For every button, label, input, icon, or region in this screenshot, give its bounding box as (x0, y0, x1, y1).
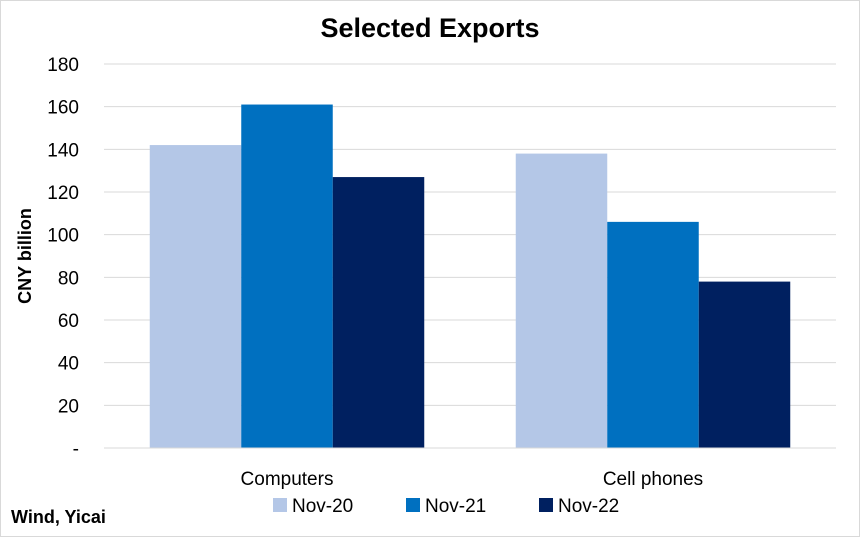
category-label: Computers (241, 469, 334, 490)
y-tick-label: 20 (58, 396, 79, 417)
y-tick-label: 100 (47, 226, 79, 247)
legend-label: Nov-22 (558, 496, 619, 517)
y-tick-label: - (73, 439, 79, 460)
bar-nov-20-computers (149, 145, 242, 449)
legend-swatch (539, 498, 553, 512)
y-tick-label: 120 (47, 183, 79, 204)
source-note: Wind, Yicai (11, 507, 106, 527)
y-tick-label: 140 (47, 140, 79, 161)
y-axis-label: CNY billion (15, 208, 35, 304)
bar-nov-21-computers (241, 104, 333, 449)
category-labels: Computers Cell phones (241, 469, 704, 490)
legend-label: Nov-20 (292, 496, 353, 517)
y-tick-label: 160 (47, 98, 79, 119)
chart-title: Selected Exports (320, 13, 539, 43)
category-label: Cell phones (603, 469, 703, 490)
legend-swatch (273, 498, 287, 512)
bars (149, 104, 791, 449)
legend: Nov-20 Nov-21 Nov-22 (273, 496, 619, 517)
bar-nov-22-cell-phones (698, 281, 791, 448)
bar-nov-20-cell-phones (515, 153, 608, 448)
y-axis-ticks: - 20 40 60 80 100 120 140 160 180 (47, 55, 79, 460)
y-tick-label: 180 (47, 55, 79, 76)
y-tick-label: 40 (58, 354, 79, 375)
legend-swatch (406, 498, 420, 512)
bar-nov-22-computers (332, 177, 425, 449)
y-tick-label: 60 (58, 311, 79, 332)
bar-nov-21-cell-phones (607, 221, 699, 448)
y-tick-label: 80 (58, 268, 79, 289)
legend-label: Nov-21 (425, 496, 486, 517)
